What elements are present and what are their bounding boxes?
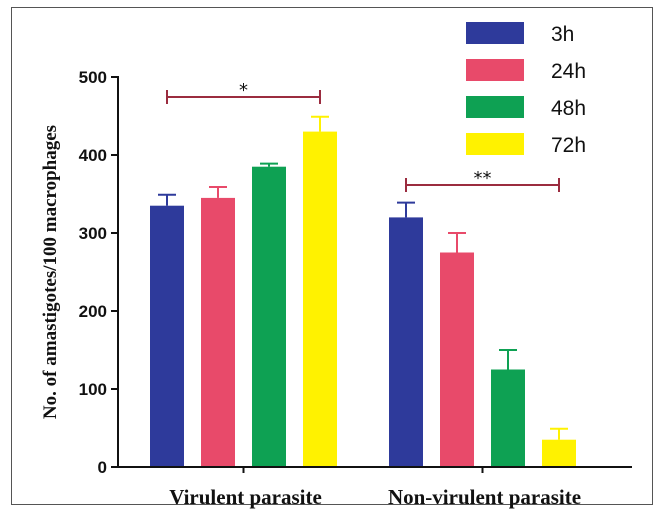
y-axis-title: No. of amastigotes/100 macrophages: [40, 125, 61, 419]
x-category-label-0: Virulent parasite: [169, 485, 322, 509]
legend-swatch-24h: [466, 59, 524, 81]
significance-label-1: **: [474, 168, 492, 189]
bar-3h-1: [389, 217, 423, 467]
y-axis: 0 100 200 300 400 500 Virulent parasite Non-vir…: [79, 68, 632, 509]
legend-label-24h: 24h: [551, 60, 586, 83]
x-category-label-1: Non-virulent parasite: [388, 485, 581, 509]
y-tick-label-0: 0: [98, 458, 107, 477]
bar-48h-0: [252, 166, 286, 467]
legend-swatch-72h: [466, 133, 524, 155]
bar-72h-1: [542, 439, 576, 467]
y-tick-label-400: 400: [79, 146, 107, 165]
bars-layer: [150, 115, 576, 467]
bar-48h-1: [491, 369, 525, 467]
bar-3h-0: [150, 205, 184, 467]
bar-24h-0: [201, 197, 235, 467]
y-tick-label-100: 100: [79, 380, 107, 399]
legend-label-3h: 3h: [551, 23, 574, 46]
legend-label-72h: 72h: [551, 134, 586, 157]
significance-annotations: ***: [166, 80, 560, 192]
legend-swatch-48h: [466, 96, 524, 118]
y-tick-label-300: 300: [79, 224, 107, 243]
legend: 3h 24h 48h 72h: [466, 22, 586, 157]
bar-72h-0: [303, 131, 337, 467]
legend-swatch-3h: [466, 22, 524, 44]
significance-label-0: *: [239, 80, 248, 101]
y-tick-label-500: 500: [79, 68, 107, 87]
y-tick-label-200: 200: [79, 302, 107, 321]
legend-label-48h: 48h: [551, 97, 586, 120]
bar-24h-1: [440, 252, 474, 467]
